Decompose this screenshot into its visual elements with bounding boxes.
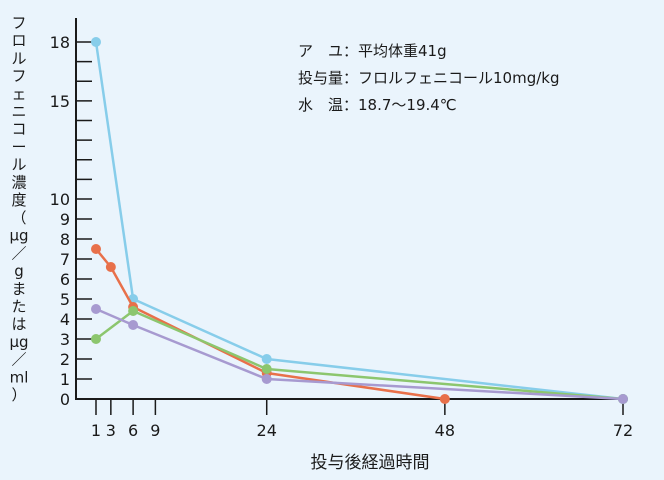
x-tick-label: 24 [257,421,277,440]
data-point [91,334,101,344]
y-tick-label: 10 [50,190,70,209]
y-tick-label: 0 [60,390,70,409]
data-point [261,364,272,374]
data-point [261,374,272,384]
y-tick-label: 6 [60,270,70,289]
y-tick-label: 7 [60,250,70,269]
y-axis-label-char: μg [9,333,28,351]
y-axis-label-char: （ [11,209,26,227]
annotation-line: ア ユ：平均体重41g [298,42,447,60]
y-axis-label-char: 濃 [11,173,26,191]
y-tick-label: 2 [60,350,70,369]
y-axis-label-char: ml [10,368,29,386]
data-point [91,37,101,47]
y-axis-label-char: ま [11,280,26,298]
y-axis-label-char: は [11,315,26,333]
y-tick-label: 4 [60,310,70,329]
y-axis-label-char: フ [11,67,26,85]
data-point [105,262,116,272]
series-line-1 [94,41,624,401]
data-point [439,394,450,404]
y-axis-label-char: フ [11,14,26,32]
y-axis-label-char: ニ [11,103,26,121]
series-lines [91,37,628,404]
annotation-line: 水 温：18.7〜19.4℃ [298,96,457,114]
y-axis-label-char: ） [11,386,26,404]
y-axis-label-char: ／ [11,244,26,262]
data-point [261,354,272,364]
data-point [128,320,139,330]
data-point [91,244,101,254]
y-axis-label-char: g [14,262,24,280]
y-axis-label-char: ／ [11,351,26,369]
y-tick-label: 18 [50,33,70,52]
y-tick-label: 3 [60,330,70,349]
y-axis-label-char: ル [11,156,26,174]
y-tick-label: 15 [50,92,70,111]
y-tick-label: 1 [60,370,70,389]
y-tick-label: 8 [60,230,70,249]
data-point [91,304,101,314]
data-point [618,394,628,404]
y-axis-label-char: ー [11,138,26,156]
x-axis-label: 投与後経過時間 [311,453,430,473]
y-axis-label-char: ル [11,49,26,67]
x-tick-label: 48 [435,421,455,440]
y-axis-label-char: ロ [11,32,26,50]
y-axis-label-char: 度 [11,191,26,209]
x-tick-label: 1 [91,421,101,440]
y-tick-label: 5 [60,290,70,309]
y-axis-label-char: た [11,298,26,316]
x-tick-label: 72 [613,421,633,440]
x-tick-label: 6 [128,421,138,440]
y-tick-label: 9 [60,210,70,229]
axes [75,18,628,415]
x-tick-label: 3 [106,421,116,440]
series-line-3 [95,309,624,401]
y-axis-label-char: ェ [11,85,26,103]
y-axis-label-char: コ [11,120,26,138]
x-tick-label: 9 [150,421,160,440]
series-line-4 [95,307,624,401]
y-axis-label-char: μg [9,227,28,245]
annotation-line: 投与量：フロルフェニコール10mg/kg [298,69,559,87]
data-point [128,306,139,316]
